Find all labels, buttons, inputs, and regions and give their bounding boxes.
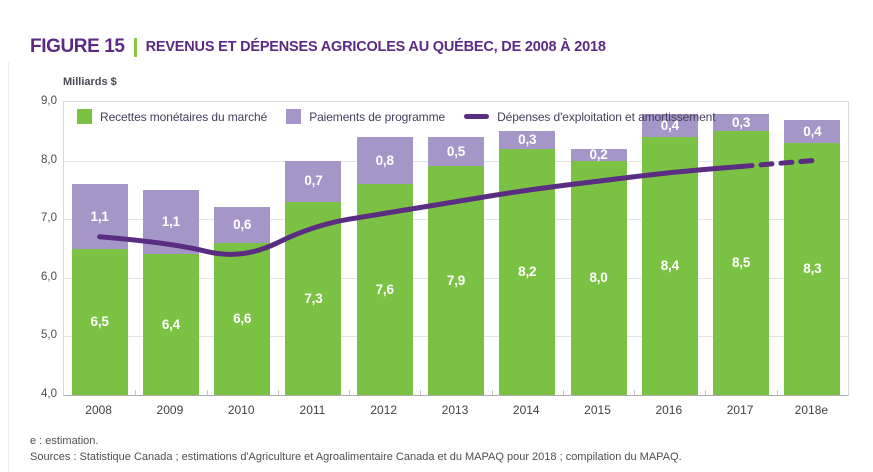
y-axis-label: 9,0 (41, 95, 57, 107)
bar-segment-program-payments-2011: 0,7 (285, 160, 342, 202)
bar-segment-market-receipts-2010: 6,6 (214, 242, 271, 395)
bar-value-label: 8,2 (518, 264, 537, 280)
bar-value-label: 0,6 (233, 217, 252, 233)
y-axis-label: 6,0 (41, 270, 57, 283)
bar-value-label: 7,3 (304, 290, 323, 306)
x-axis-minor-tick (776, 390, 778, 395)
bar-value-label: 0,3 (731, 114, 751, 130)
bar-segment-market-receipts-2012: 7,6 (356, 184, 413, 395)
bar-segment-market-receipts-2009: 6,4 (142, 254, 199, 395)
x-axis-minor-tick (491, 390, 493, 395)
bar-segment-market-receipts-2018e: 8,3 (784, 143, 841, 395)
bar-value-label: 7,6 (375, 281, 394, 297)
figure-number: FIGURE 15 (30, 36, 125, 57)
page-edge-line (8, 62, 9, 472)
bar-segment-program-payments-2015: 0,2 (570, 147, 627, 162)
y-axis-label: 8,0 (41, 153, 57, 166)
bar-segment-market-receipts-2016: 8,4 (641, 137, 698, 395)
bar-segment-market-receipts-2014: 8,2 (499, 148, 556, 395)
x-axis-minor-tick (135, 390, 137, 395)
estimation-note: e : estimation. (30, 435, 99, 447)
bar-value-label: 0,4 (660, 117, 679, 133)
legend-item-expenses-line: Dépenses d'exploitation et amortissement (464, 109, 716, 124)
bar-value-label: 8,5 (731, 255, 751, 271)
chart-legend: Recettes monétaires du marché Paiements … (77, 109, 716, 124)
x-axis-label-2011: 2011 (299, 403, 326, 417)
legend-label: Dépenses d'exploitation et amortissement (497, 109, 716, 124)
plot-area: Recettes monétaires du marché Paiements … (63, 101, 849, 396)
line-swatch-icon (464, 114, 490, 119)
x-axis-label-2012: 2012 (370, 403, 398, 417)
legend-label: Recettes monétaires du marché (100, 109, 268, 124)
bar-value-label: 7,9 (446, 272, 466, 288)
bar-segment-program-payments-2013: 0,5 (428, 137, 484, 167)
x-axis-label-2014: 2014 (512, 403, 540, 417)
y-axis-label: 5,0 (41, 329, 57, 342)
y-axis-unit-label: Milliards $ (63, 76, 117, 88)
legend-label: Paiements de programme (309, 109, 446, 124)
x-axis-label-2010: 2010 (227, 403, 255, 417)
x-axis-label-2013: 2013 (441, 403, 469, 417)
x-axis-label-2018e: 2018e (794, 403, 829, 417)
x-axis-minor-tick (705, 390, 707, 395)
x-axis-label-2009: 2009 (156, 403, 184, 417)
bar-segment-market-receipts-2011: 7,3 (285, 201, 342, 395)
x-axis-minor-tick (420, 390, 422, 395)
figure-footnotes: e : estimation. Sources : Statistique Ca… (30, 434, 682, 466)
bar-segment-market-receipts-2015: 8,0 (570, 160, 627, 395)
bar-segment-program-payments-2017: 0,3 (713, 113, 770, 132)
bar-value-label: 0,7 (304, 173, 323, 189)
bar-value-label: 8,0 (589, 270, 608, 286)
bar-value-label: 8,3 (803, 261, 822, 277)
bar-value-label: 0,3 (518, 132, 537, 148)
figure-title: REVENUS ET DÉPENSES AGRICOLES AU QUÉBEC,… (145, 39, 606, 55)
legend-item-market-receipts: Recettes monétaires du marché (77, 109, 267, 124)
green-square-swatch-icon (77, 109, 92, 124)
bar-segment-program-payments-2014: 0,3 (499, 131, 556, 149)
bar-value-label: 8,4 (660, 258, 679, 274)
x-axis-minor-tick (277, 390, 279, 395)
bar-value-label: 6,5 (90, 314, 109, 329)
bar-segment-program-payments-2010: 0,6 (214, 207, 271, 243)
y-axis-label: 4,0 (41, 388, 57, 400)
bar-value-label: 6,6 (233, 311, 252, 327)
x-axis-label-2016: 2016 (655, 403, 683, 417)
x-axis-label-2015: 2015 (584, 403, 611, 417)
bar-value-label: 1,1 (90, 208, 109, 224)
bar-segment-program-payments-2008: 1,1 (71, 184, 128, 249)
bar-value-label: 6,4 (161, 316, 180, 332)
bar-value-label: 0,5 (446, 144, 466, 160)
bar-value-label: 0,8 (375, 152, 394, 168)
x-axis-label-2017: 2017 (726, 403, 754, 417)
legend-item-program-payments: Paiements de programme (286, 109, 445, 124)
bar-segment-program-payments-2012: 0,8 (356, 137, 413, 185)
bar-value-label: 0,4 (803, 123, 822, 139)
bar-segment-market-receipts-2013: 7,9 (428, 166, 484, 395)
x-axis-minor-tick (562, 390, 564, 395)
x-axis-minor-tick (206, 390, 208, 395)
x-axis-minor-tick (634, 390, 636, 395)
bar-segment-program-payments-2018e: 0,4 (784, 119, 841, 144)
sources-note: Sources : Statistique Canada ; estimatio… (30, 450, 682, 463)
title-separator-bar (133, 37, 137, 57)
bar-segment-program-payments-2016: 0,4 (641, 113, 698, 138)
bar-segment-market-receipts-2017: 8,5 (713, 131, 770, 395)
y-axis-label: 7,0 (41, 212, 57, 225)
x-axis-minor-tick (349, 390, 351, 395)
figure-title-row: FIGURE 15 REVENUS ET DÉPENSES AGRICOLES … (30, 36, 606, 58)
bar-segment-market-receipts-2008: 6,5 (71, 248, 128, 395)
purple-square-swatch-icon (286, 109, 302, 124)
x-axis-label-2008: 2008 (85, 403, 112, 417)
bar-segment-program-payments-2009: 1,1 (142, 189, 199, 255)
bar-value-label: 0,2 (589, 147, 608, 162)
bar-value-label: 1,1 (161, 214, 180, 230)
